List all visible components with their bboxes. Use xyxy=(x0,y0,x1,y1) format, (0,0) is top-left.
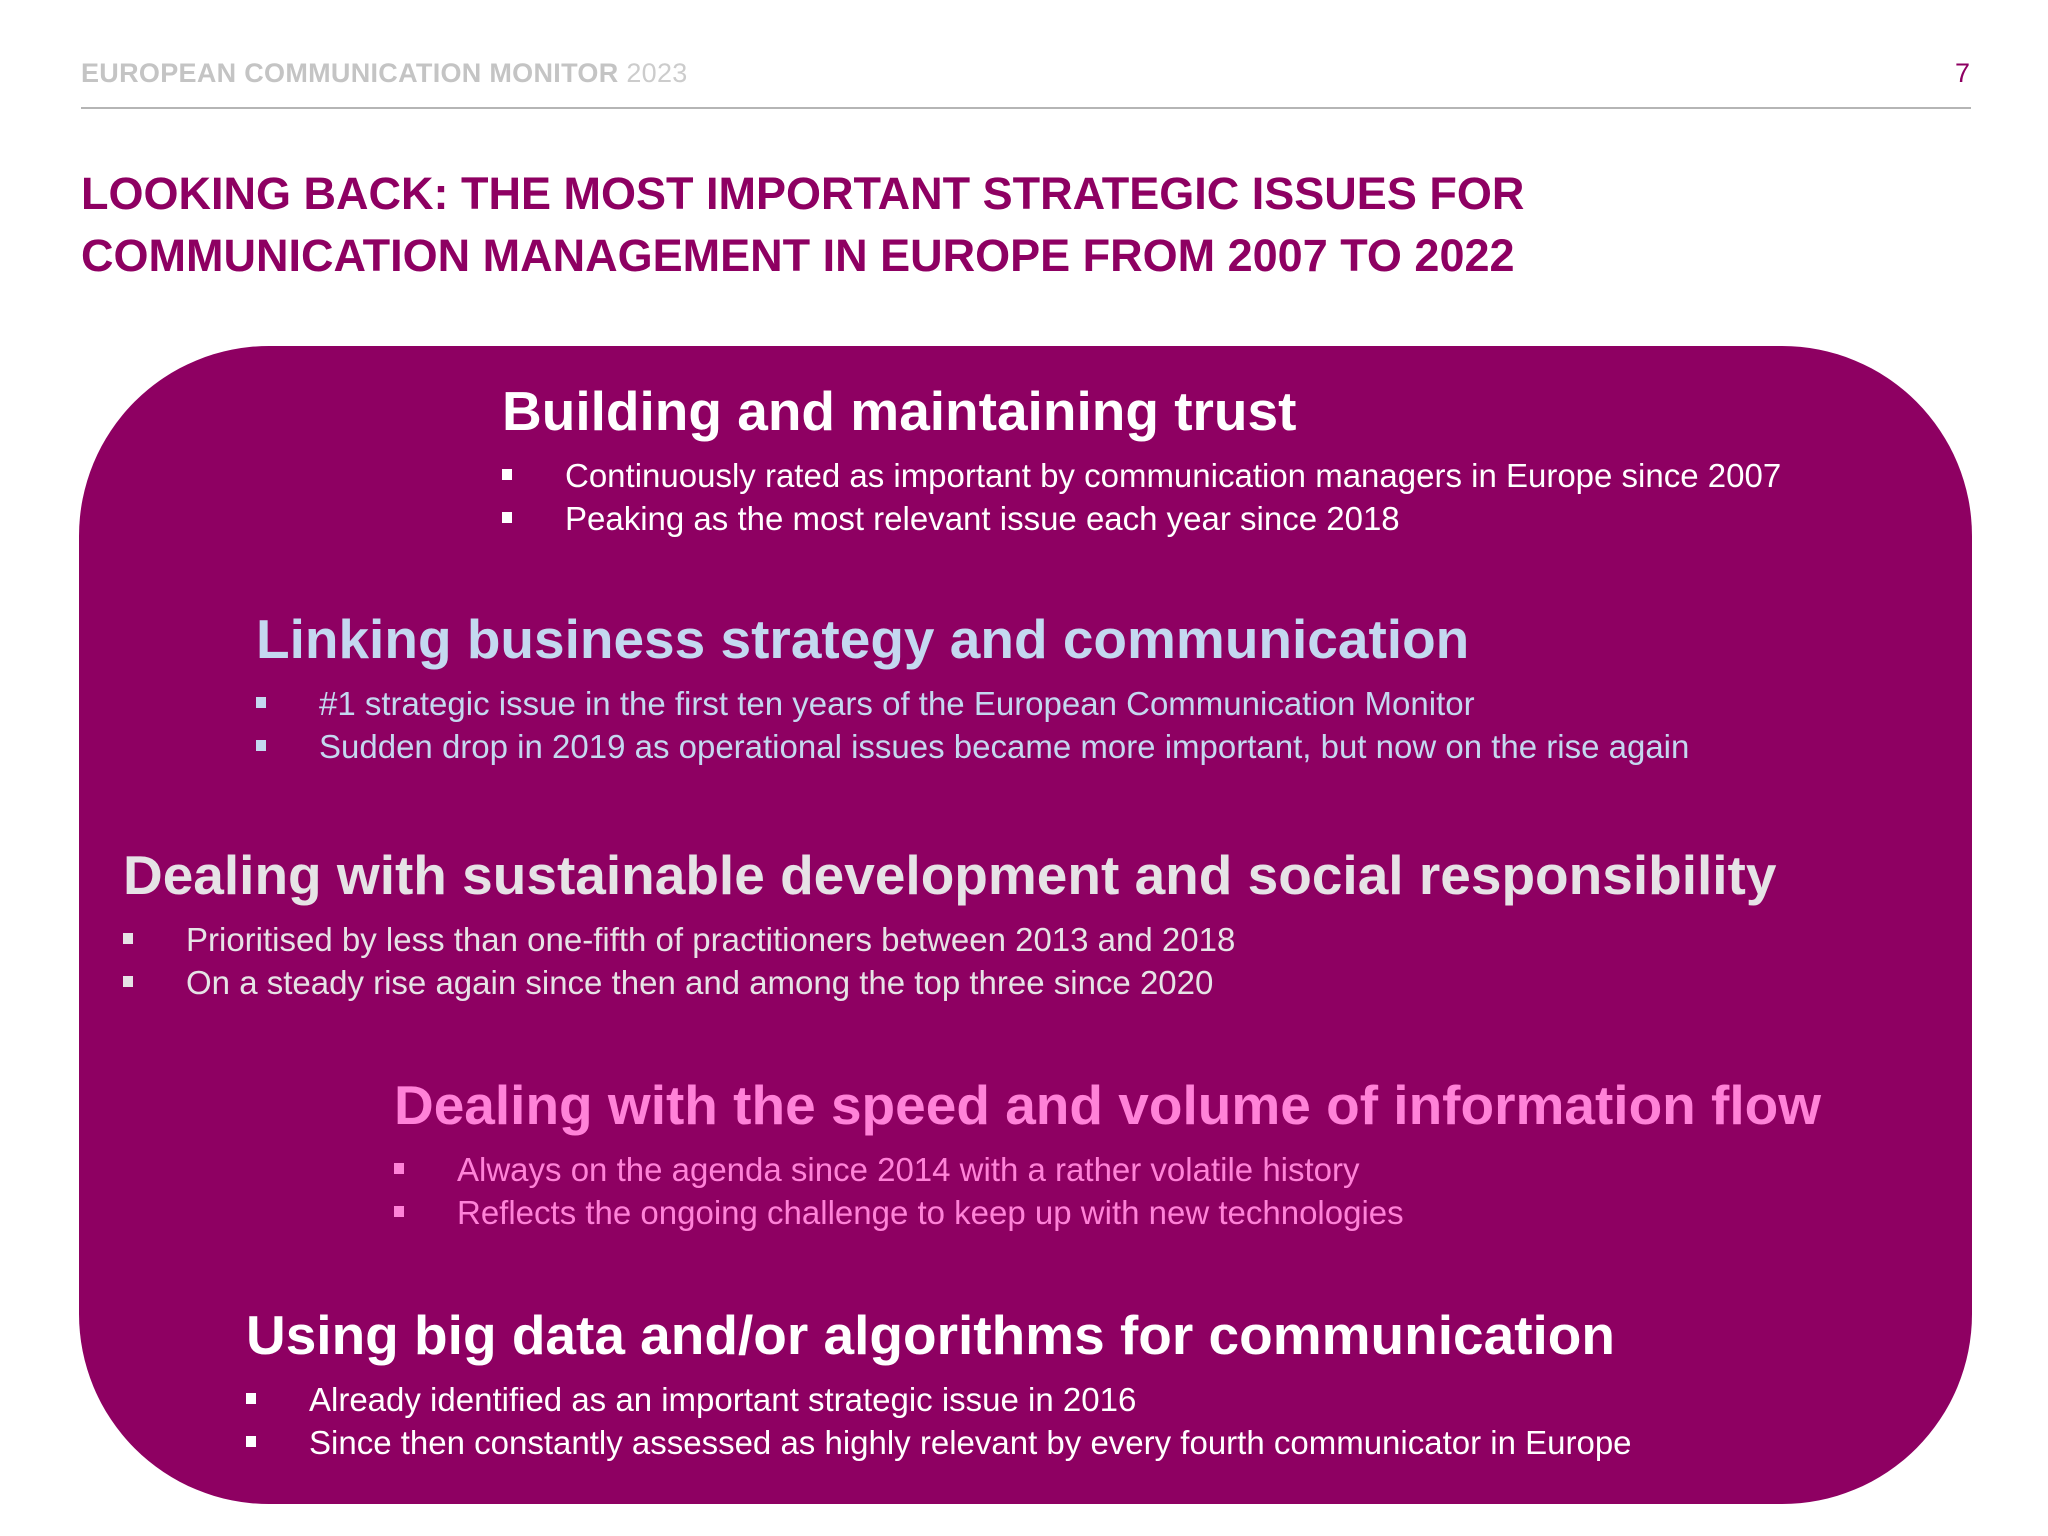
slide-title: LOOKING BACK: THE MOST IMPORTANT STRATEG… xyxy=(81,168,1525,281)
page-number: 7 xyxy=(1954,58,1970,88)
square-bullet-icon xyxy=(256,740,266,751)
square-bullet-icon xyxy=(394,1163,404,1174)
bullet-text: Already identified as an important strat… xyxy=(309,1381,1137,1418)
list-item: #1 strategic issue in the first ten year… xyxy=(256,682,1689,725)
issue-bullet-list: Always on the agenda since 2014 with a r… xyxy=(394,1148,1821,1234)
list-item: Sudden drop in 2019 as operational issue… xyxy=(256,725,1689,768)
issue-heading: Using big data and/or algorithms for com… xyxy=(246,1304,1615,1366)
bullet-text: Reflects the ongoing challenge to keep u… xyxy=(457,1194,1404,1231)
issue-heading: Dealing with the speed and volume of inf… xyxy=(394,1074,1822,1136)
square-bullet-icon xyxy=(123,976,133,987)
report-year: 2023 xyxy=(626,58,688,88)
square-bullet-icon xyxy=(502,512,512,523)
issue-big-data: Using big data and/or algorithms for com… xyxy=(246,1302,1632,1464)
bullet-text: Sudden drop in 2019 as operational issue… xyxy=(319,728,1690,765)
list-item: On a steady rise again since then and am… xyxy=(123,961,1776,1004)
issue-information-flow: Dealing with the speed and volume of inf… xyxy=(394,1072,1821,1234)
report-name: EUROPEAN COMMUNICATION MONITOR xyxy=(81,58,619,88)
bullet-text: Always on the agenda since 2014 with a r… xyxy=(457,1151,1360,1188)
list-item: Always on the agenda since 2014 with a r… xyxy=(394,1148,1821,1191)
square-bullet-icon xyxy=(502,469,512,480)
square-bullet-icon xyxy=(256,697,266,708)
bullet-text: #1 strategic issue in the first ten year… xyxy=(319,685,1475,722)
issue-heading: Building and maintaining trust xyxy=(502,380,1297,442)
bullet-text: Continuously rated as important by commu… xyxy=(565,457,1782,494)
list-item: Reflects the ongoing challenge to keep u… xyxy=(394,1191,1821,1234)
square-bullet-icon xyxy=(394,1206,404,1217)
list-item: Already identified as an important strat… xyxy=(246,1378,1632,1421)
issue-bullet-list: Continuously rated as important by commu… xyxy=(502,454,1781,540)
square-bullet-icon xyxy=(123,933,133,944)
issue-bullet-list: #1 strategic issue in the first ten year… xyxy=(256,682,1689,768)
bullet-text: Since then constantly assessed as highly… xyxy=(309,1424,1632,1461)
issues-panel xyxy=(79,346,1972,1504)
issue-trust: Building and maintaining trust Continuou… xyxy=(502,378,1781,540)
issue-bullet-list: Prioritised by less than one-fifth of pr… xyxy=(123,918,1776,1004)
list-item: Prioritised by less than one-fifth of pr… xyxy=(123,918,1776,961)
issue-heading: Dealing with sustainable development and… xyxy=(123,844,1777,906)
square-bullet-icon xyxy=(246,1393,256,1404)
issue-business-strategy: Linking business strategy and communicat… xyxy=(256,606,1689,768)
bullet-text: Prioritised by less than one-fifth of pr… xyxy=(186,921,1236,958)
bullet-text: On a steady rise again since then and am… xyxy=(186,964,1214,1001)
issue-sustainability: Dealing with sustainable development and… xyxy=(123,842,1776,1004)
issue-bullet-list: Already identified as an important strat… xyxy=(246,1378,1632,1464)
list-item: Peaking as the most relevant issue each … xyxy=(502,497,1781,540)
list-item: Continuously rated as important by commu… xyxy=(502,454,1781,497)
bullet-text: Peaking as the most relevant issue each … xyxy=(565,500,1400,537)
report-header: EUROPEAN COMMUNICATION MONITOR 2023 xyxy=(81,58,688,89)
list-item: Since then constantly assessed as highly… xyxy=(246,1421,1632,1464)
issue-heading: Linking business strategy and communicat… xyxy=(256,608,1470,670)
header-divider xyxy=(81,107,1971,109)
square-bullet-icon xyxy=(246,1436,256,1447)
